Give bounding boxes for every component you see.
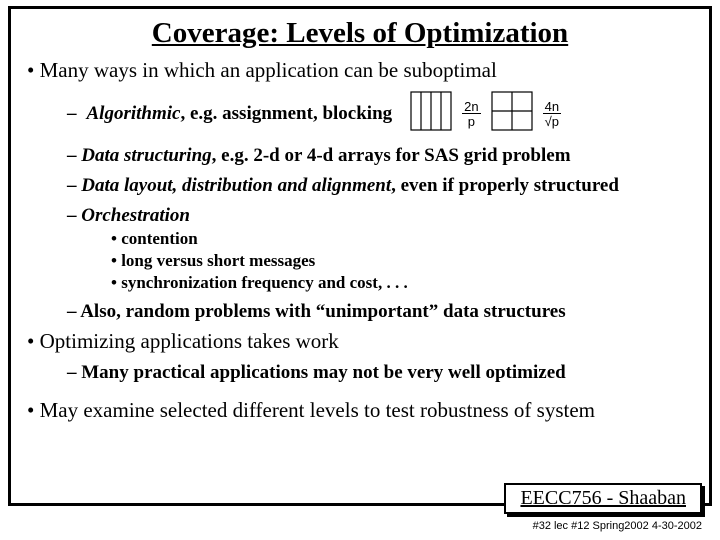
footer-meta: #32 lec #12 Spring2002 4-30-2002 xyxy=(533,520,702,532)
fraction-2n-over-p: 2n p xyxy=(462,100,480,128)
bullet-random-problems: Also, random problems with “unimportant”… xyxy=(67,301,699,323)
bullet-practical-text: Many practical applications may not be v… xyxy=(81,362,565,383)
slide-frame: Coverage: Levels of Optimization Many wa… xyxy=(8,6,712,506)
bullet-messages: long versus short messages xyxy=(111,251,699,271)
bullet-algorithmic-head: Algorithmic xyxy=(87,103,181,124)
bullet-practical-apps: Many practical applications may not be v… xyxy=(67,362,699,384)
bullet-takes-work: Optimizing applications takes work xyxy=(27,329,699,354)
partition-grid-vertical xyxy=(410,91,452,137)
partition-grid-2x2 xyxy=(491,91,533,137)
bullet-contention: contention xyxy=(111,229,699,249)
algorithmic-diagram: 2n p 4n √p xyxy=(410,91,561,137)
bullet-random-text: Also, random problems with “unimportant”… xyxy=(80,301,565,322)
footer-course-box: EECC756 - Shaaban xyxy=(504,483,702,514)
bullet-dl-head: Data layout, distribution and alignment xyxy=(81,175,391,196)
bullet-orchestration: Orchestration xyxy=(67,205,699,227)
frac1-den: p xyxy=(462,114,480,128)
bullet-data-structuring: Data structuring, e.g. 2-d or 4-d arrays… xyxy=(67,145,699,167)
frac2-num: 4n xyxy=(543,100,561,114)
bullet-data-layout: Data layout, distribution and alignment,… xyxy=(67,175,699,197)
frac2-den: √p xyxy=(543,114,561,128)
bullet-algorithmic-rest: , e.g. assignment, blocking xyxy=(180,103,392,124)
bullet-dl-rest: , even if properly structured xyxy=(391,175,619,196)
bullet-sync: synchronization frequency and cost, . . … xyxy=(111,273,699,293)
bullet-orch-head: Orchestration xyxy=(81,205,190,226)
bullet-ds-head: Data structuring xyxy=(81,145,211,166)
bullet-suboptimal: Many ways in which an application can be… xyxy=(27,58,699,83)
frac1-num: 2n xyxy=(462,100,480,114)
slide-title: Coverage: Levels of Optimization xyxy=(21,17,699,50)
bullet-ds-rest: , e.g. 2-d or 4-d arrays for SAS grid pr… xyxy=(212,145,571,166)
bullet-examine-levels: May examine selected different levels to… xyxy=(27,398,699,423)
fraction-4n-over-rootp: 4n √p xyxy=(543,100,561,128)
bullet-algorithmic: Algorithmic, e.g. assignment, blocking 2… xyxy=(67,91,699,137)
